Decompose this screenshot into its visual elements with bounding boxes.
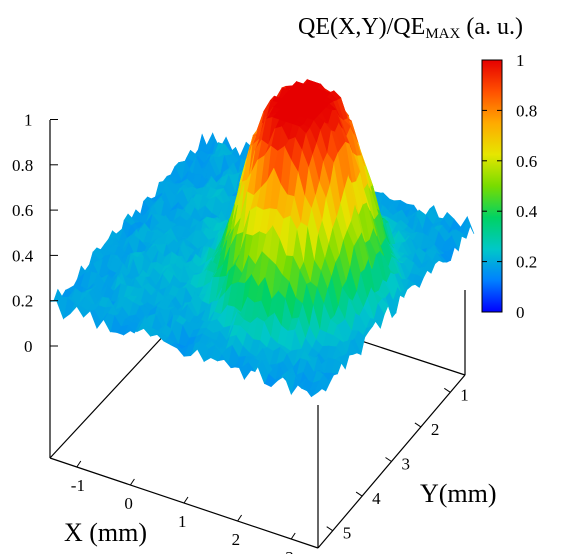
- colorbar-tick-label: 1: [516, 51, 525, 70]
- x-axis-label: X (mm): [64, 518, 147, 547]
- y-tick-label: 4: [372, 489, 381, 508]
- z-tick-label: 0.8: [12, 156, 33, 175]
- y-tick-label: 3: [402, 455, 411, 474]
- y-tick: [385, 457, 392, 462]
- x-tick: [76, 460, 82, 468]
- x-tick-label: 0: [124, 494, 132, 513]
- surface-mesh: [49, 78, 475, 398]
- x-tick: [237, 514, 243, 522]
- z-tick-label: 0.4: [12, 246, 34, 265]
- y-tick: [414, 422, 422, 428]
- z-tick-label: 0.2: [12, 292, 33, 311]
- x-tick: [290, 532, 296, 540]
- x-tick-label: -1: [71, 476, 85, 495]
- z-tick-label: 0: [24, 337, 33, 356]
- colorbar: 0 0.2 0.4 0.6 0.8 1: [481, 51, 538, 322]
- colorbar-tick-label: 0.2: [516, 253, 537, 272]
- colorbar-tick-label: 0.6: [516, 152, 537, 171]
- z-tick-label: 0.6: [12, 201, 33, 220]
- y-tick-label: 5: [343, 524, 352, 543]
- colorbar-tick-label: 0: [516, 303, 525, 322]
- y-axis-label: Y(mm): [420, 479, 497, 508]
- z-tick-label: 1: [24, 111, 33, 130]
- surface-cell: [197, 133, 210, 152]
- y-tick-label: 1: [460, 385, 469, 404]
- y-tick: [326, 526, 333, 532]
- y-tick-label: 2: [431, 420, 440, 439]
- colorbar-gradient: [481, 59, 503, 313]
- x-tick-label: 1: [178, 512, 187, 531]
- y-tick: [444, 387, 451, 393]
- y-tick: [355, 491, 363, 497]
- colorbar-title: QE(X,Y)/QEMAX (a. u.): [298, 14, 523, 42]
- tick-labels: 0 0.2 0.4 0.6 0.8 1 -1 0 1 2 3 1 2 3 4 5: [12, 111, 469, 554]
- x-tick-label: 2: [232, 530, 241, 549]
- colorbar-tick-label: 0.8: [516, 101, 537, 120]
- x-tick: [129, 478, 135, 486]
- x-tick: [183, 496, 189, 504]
- colorbar-tick-label: 0.4: [516, 202, 538, 221]
- x-tick-label: 3: [285, 548, 294, 554]
